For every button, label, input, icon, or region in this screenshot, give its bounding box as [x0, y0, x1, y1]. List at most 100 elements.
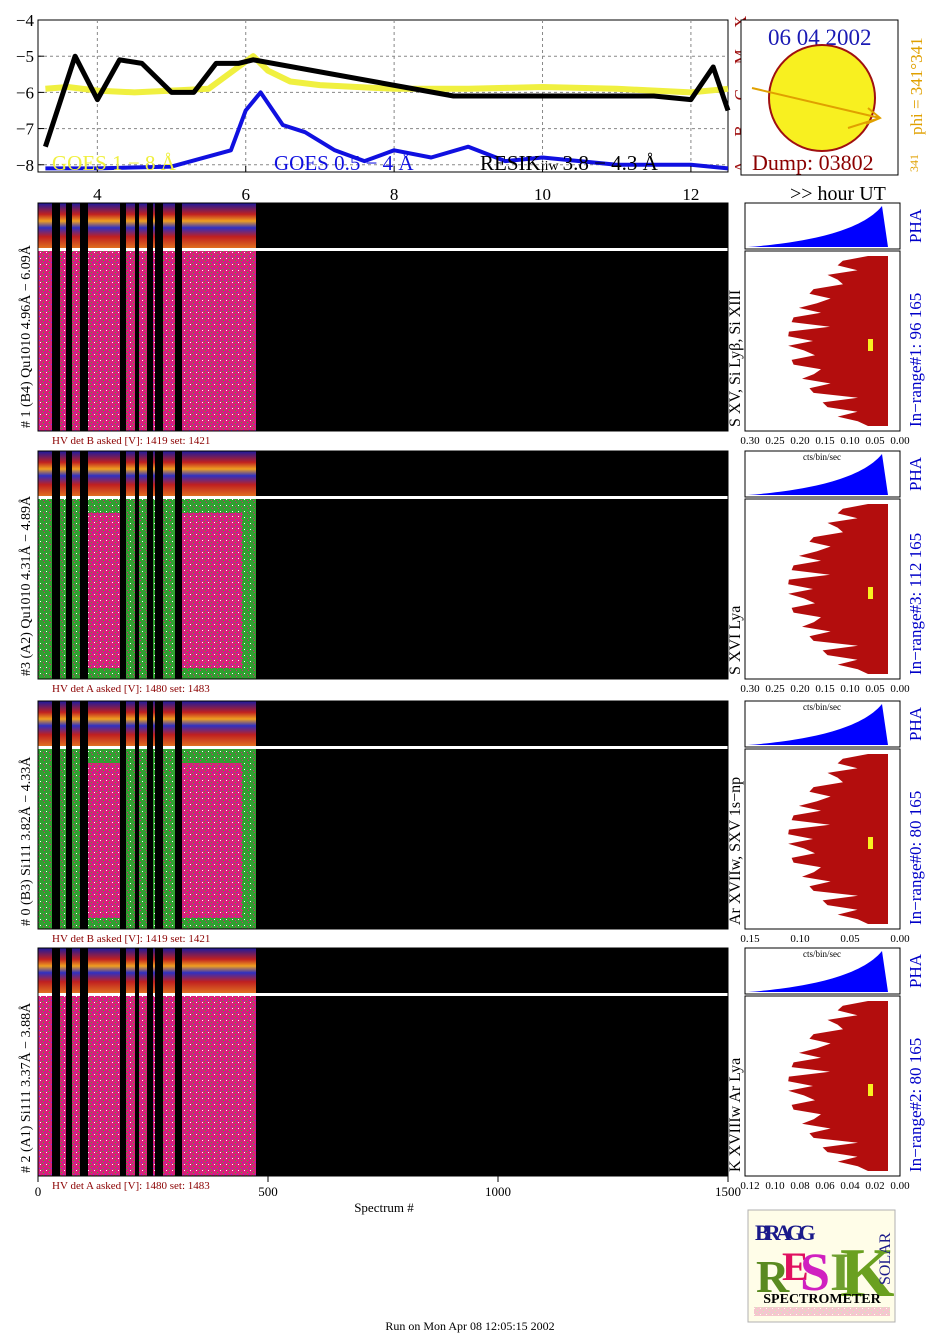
spectrum-x-tick-label: 0.06	[815, 1180, 835, 1192]
in-range-label: In−range#2: 80 165	[906, 1038, 925, 1172]
spectrum-x-tick-label: 0.05	[865, 435, 885, 447]
data-gap	[147, 451, 153, 679]
goes-chart: −4 −5 −6 −7 −8 4 6 8 10 12 GOES 1 − 8 Å GOES 0.5…	[16, 11, 750, 204]
spectrum-x-tick-label: 0.25	[765, 435, 785, 447]
phi-label: phi = 341°341	[907, 37, 926, 135]
hour-ut-label: >> hour UT	[790, 183, 886, 205]
units-label: cts/bin/sec	[803, 949, 841, 959]
spectrum-marker	[868, 837, 873, 849]
spectrum-x-tick-label: 0.02	[865, 1180, 884, 1192]
data-gap	[120, 701, 126, 929]
phi-small-label: 341	[907, 154, 921, 172]
legend-goes-long: GOES 1 − 8 Å	[52, 151, 177, 175]
sun-panel: 06 04 2002 Dump: 03802 phi = 341°341 341	[740, 19, 926, 176]
data-gap	[147, 948, 153, 1176]
spectrum-marker	[868, 339, 873, 351]
spectrum-axis-title: Spectrum #	[354, 1200, 414, 1215]
data-gap	[120, 451, 126, 679]
logo-letter-e: E	[782, 1244, 809, 1289]
hv-label: HV det A asked [V]: 1480 set: 1483	[52, 683, 210, 695]
spectrum-line-label: S XV, Si Lyβ, Si XIII	[727, 290, 744, 427]
data-gap	[155, 451, 163, 679]
spectrum-x-tick-label: 0.15	[740, 933, 760, 945]
spectrum-x-tick-label: 0.05	[865, 683, 885, 695]
spectrum-fill	[788, 754, 888, 924]
data-gap	[120, 948, 126, 1176]
spectrogram-block	[182, 1010, 242, 1165]
units-label: cts/bin/sec	[803, 452, 841, 462]
goes-x-tick-label: 8	[390, 185, 399, 204]
goes-x-tick-label: 10	[534, 185, 551, 204]
data-gap	[80, 203, 88, 431]
sun-disc	[768, 44, 876, 152]
goes-y-tick-label: −6	[16, 83, 34, 102]
logo-letter-s: S	[800, 1242, 830, 1302]
spectrum-tick-label: 0	[35, 1184, 42, 1199]
spectrum-x-tick-label: 0.20	[790, 435, 810, 447]
logo-bragg: BRAGG	[755, 1220, 816, 1245]
data-gap	[175, 701, 182, 929]
spectrum-x-tick-label: 0.10	[840, 683, 860, 695]
spectrum-x-tick-label: 0.30	[740, 435, 760, 447]
panel-ylabel: # 1 (B4) Qu1010 4.96Å − 6.09Å	[18, 244, 34, 428]
resik-logo: BRAGG R E S I K SOLAR SPECTROMETER	[747, 1209, 896, 1323]
spectrum-fill	[788, 504, 888, 674]
goes-y-tick-label: −7	[16, 120, 35, 139]
goes-y-tick-label: −8	[16, 156, 34, 175]
data-gap	[80, 451, 88, 679]
data-gap	[155, 203, 163, 431]
panel-0: # 1 (B4) Qu1010 4.96Å − 6.09Å HV det B as…	[18, 202, 925, 447]
spectrum-axis: 0 500 1000 1500	[35, 1176, 741, 1199]
spectrum-marker	[868, 1084, 873, 1096]
logo-solar: SOLAR	[877, 1232, 894, 1285]
data-gap	[66, 203, 72, 431]
goes-x-tick-label: 12	[682, 185, 699, 204]
pha-label: PHA	[906, 208, 925, 243]
hv-label: HV det A asked [V]: 1480 set: 1483	[52, 1180, 210, 1192]
spectrum-x-tick-label: 0.00	[890, 933, 910, 945]
goes-y-axis: −4 −5 −6 −7 −8	[16, 11, 44, 175]
spectrum-x-tick-label: 0.25	[765, 683, 785, 695]
data-gap	[52, 451, 60, 679]
goes-y-tick-label: −5	[16, 47, 34, 66]
panel-frame	[37, 202, 729, 432]
data-gap	[80, 948, 88, 1176]
spectrum-x-tick-label: 0.05	[840, 933, 860, 945]
logo-letter-k: K	[840, 1235, 894, 1312]
legend-resik-name: RESIK	[480, 151, 541, 175]
spectrum-tick-label: 1500	[715, 1184, 741, 1199]
goes-x-axis: 4 6 8 10 12	[93, 166, 699, 204]
panel-frame	[37, 947, 729, 1177]
legend-resik: RESIKiiw 3.8 − 4.3 Å	[480, 151, 659, 175]
goes-y-tick-label: −4	[16, 11, 35, 30]
data-gap	[52, 701, 60, 929]
spectrum-x-tick-label: 0.08	[790, 1180, 810, 1192]
spectrum-x-tick-label: 0.10	[790, 933, 810, 945]
panel-ylabel: # 0 (B3) Si111 3.82Å − 4.33Å	[18, 756, 34, 926]
data-gap	[135, 701, 139, 929]
goes-series-line-0	[45, 53, 729, 96]
spectrum-marker	[868, 587, 873, 599]
data-gap	[80, 701, 88, 929]
data-gap	[155, 701, 163, 929]
panel-3: # 2 (A1) Si111 3.37Å − 3.88Å HV det A ask…	[18, 947, 925, 1192]
logo-letter-r: R	[756, 1251, 790, 1302]
panel-frame	[37, 700, 729, 930]
spectrum-x-tick-label: 0.00	[890, 683, 910, 695]
panel-ylabel: # 2 (A1) Si111 3.37Å − 3.88Å	[18, 1002, 34, 1173]
pha-histogram	[748, 454, 888, 495]
in-range-label: In−range#1: 96 165	[906, 293, 925, 427]
pha-histogram	[748, 206, 888, 247]
data-gap	[135, 451, 139, 679]
spectrum-x-tick-label: 0.15	[815, 683, 835, 695]
spectrum-line-label: K XVIIIw Ar Lya	[727, 1058, 744, 1172]
spectrum-x-tick-label: 0.20	[790, 683, 810, 695]
spectrum-tick-label: 500	[258, 1184, 278, 1199]
spectrum-x-tick-label: 0.30	[740, 683, 760, 695]
hv-label: HV det B asked [V]: 1419 set: 1421	[52, 435, 210, 447]
data-gap	[155, 948, 163, 1176]
goes-series	[43, 53, 731, 171]
logo-frame	[747, 1209, 896, 1323]
in-range-label: In−range#0: 80 165	[906, 791, 925, 925]
